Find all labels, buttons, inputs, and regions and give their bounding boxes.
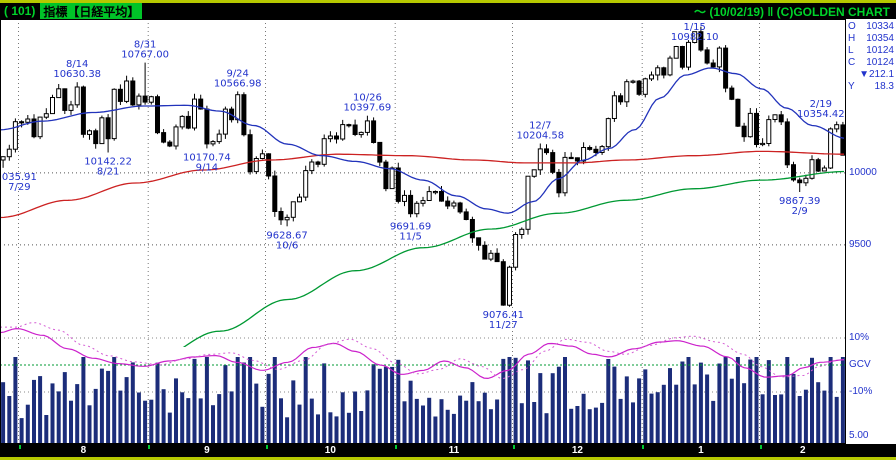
chart-annotation: 11/5	[399, 231, 421, 242]
chart-annotation: 10354.42	[797, 109, 845, 120]
oscillator-axis-label: 10%	[849, 332, 870, 343]
month-tick	[148, 445, 151, 449]
chart-annotation: 11/27	[489, 320, 518, 331]
chart-annotation: 12/7	[529, 121, 551, 132]
quote-row: O 10334	[848, 21, 894, 33]
chart-annotation: 9691.69	[390, 221, 431, 232]
oscillator-axis-label: -10%	[849, 386, 873, 397]
chart-annotation: 10170.74	[183, 152, 231, 163]
quote-row: C 10124	[848, 57, 894, 69]
long-term-ma	[182, 170, 845, 347]
quote-row: H 10354	[848, 33, 894, 45]
month-tick	[395, 445, 398, 449]
gcv-oscillator-dotted	[0, 322, 845, 379]
month-label: 10	[324, 445, 336, 456]
medium-term-ma	[0, 150, 844, 219]
chart-annotation: 8/14	[66, 59, 88, 70]
month-label: 8	[80, 445, 87, 456]
title-bar: ( 101) 指標【日経平均】 ～ (10/02/19) ‖ (C)GOLDEN…	[0, 2, 896, 20]
short-term-ma	[0, 67, 845, 214]
chart-annotation: 035.91	[2, 172, 37, 183]
chart-area: 8/14 10630.38 8/31 10767.00 9/24 10566.98 10/2…	[0, 19, 896, 444]
chart-annotation: 2/19	[810, 99, 832, 110]
quote-row: Y 18.3	[848, 81, 894, 93]
chart-annotation: 10566.98	[214, 78, 262, 89]
gcv-oscillator-solid	[0, 327, 845, 380]
month-label: 12	[571, 445, 583, 456]
candlestick-plot: 8/14 10630.38 8/31 10767.00 9/24 10566.98 10/2…	[0, 19, 846, 444]
chart-annotation: 10767.00	[121, 50, 169, 61]
quote-field-value: 10334	[866, 21, 894, 32]
quote-field-value: 10124	[866, 45, 894, 56]
chart-annotation: 9/14	[196, 162, 218, 173]
chart-annotation: 10982.10	[671, 32, 719, 43]
quote-panel: O 10334 H 10354 L 10124 C 10124 ▼212.1 Y 18.3	[848, 21, 894, 93]
quote-field-label: L	[848, 45, 854, 56]
chart-annotation: 1/15	[683, 22, 705, 33]
quote-row: ▼212.1	[848, 69, 894, 81]
quote-field-label: H	[848, 33, 856, 44]
bottom-border-line	[0, 457, 896, 460]
month-label: 11	[448, 445, 460, 456]
month-axis: 8 9 10 11 12 1 2	[0, 444, 896, 457]
quote-field-value: ▼212.1	[859, 69, 894, 80]
date-range-label: ～ (10/02/19) ‖ (C)GOLDEN CHART	[694, 4, 890, 19]
chart-title: 指標【日経平均】	[40, 2, 143, 20]
quote-field-label: Y	[848, 81, 855, 92]
month-tick	[265, 445, 268, 449]
quote-field-label: O	[848, 21, 856, 32]
quote-field-value: 10354	[866, 33, 894, 44]
chart-annotation: 10397.69	[344, 103, 392, 114]
month-label: 1	[698, 445, 704, 456]
volume-scale-label: 5.00	[849, 430, 869, 441]
chart-annotation: 9076.41	[483, 310, 524, 321]
chart-annotation: 10/26	[353, 93, 382, 104]
month-tick	[512, 445, 515, 449]
chart-annotation: 7/29	[8, 182, 30, 193]
month-tick	[759, 445, 762, 449]
month-tick	[18, 445, 21, 449]
month-tick	[642, 445, 645, 449]
month-label: 9	[204, 445, 210, 456]
month-label: 2	[799, 445, 806, 456]
chart-annotation: 10/6	[276, 240, 298, 251]
chart-annotation: 8/21	[97, 167, 119, 178]
right-axis: O 10334 H 10354 L 10124 C 10124 ▼212.1 Y 18.3 1000…	[846, 19, 896, 444]
chart-annotation: 10630.38	[53, 69, 101, 80]
quote-field-value: 10124	[866, 57, 894, 68]
chart-annotation: 9/24	[226, 68, 248, 79]
chart-annotation: 9628.67	[266, 230, 307, 241]
top-border-line	[0, 0, 896, 3]
chart-annotation: 10204.58	[516, 131, 564, 142]
quote-row: L 10124	[848, 45, 894, 57]
quote-field-value: 18.3	[874, 81, 894, 92]
price-axis-label: 9500	[849, 238, 872, 250]
quote-field-label: C	[848, 57, 856, 68]
chart-annotation: 2/9	[792, 206, 808, 217]
oscillator-axis-label: GCV	[849, 359, 871, 370]
price-axis-label: 10000	[849, 166, 877, 178]
chart-annotation: 8/31	[134, 40, 156, 51]
chart-id-label: ( 101)	[4, 4, 36, 18]
chart-annotation: 10142.22	[84, 157, 132, 168]
chart-annotation: 9867.39	[779, 196, 820, 207]
